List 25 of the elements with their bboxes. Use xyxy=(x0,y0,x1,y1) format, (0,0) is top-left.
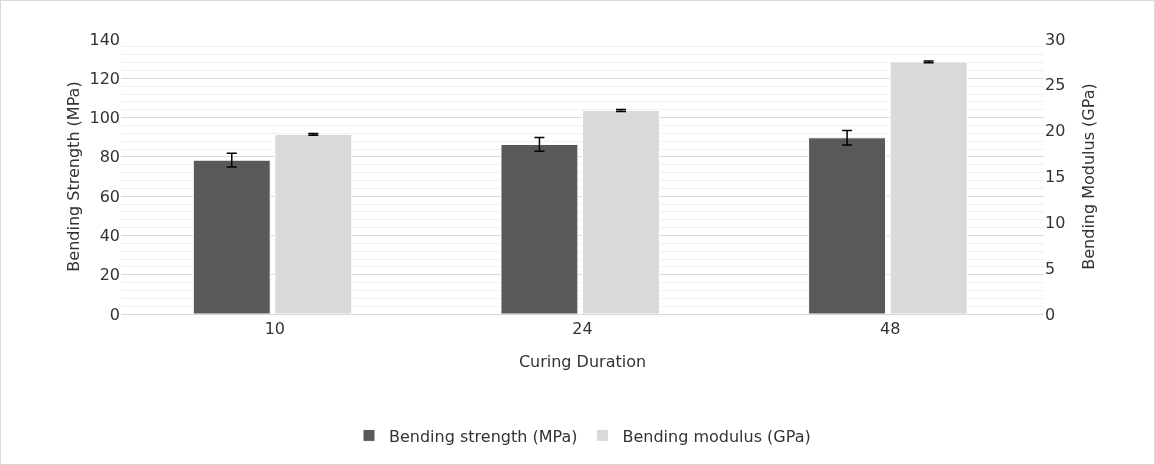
y-tick-label: 100 xyxy=(89,108,120,128)
x-tick-label: 48 xyxy=(879,319,901,339)
bar xyxy=(500,143,579,314)
y-axis-title: Bending Strength (MPa) xyxy=(64,81,83,272)
y2-tick-label: 10 xyxy=(1045,212,1066,232)
y2-tick-label: 0 xyxy=(1045,304,1056,324)
bar xyxy=(192,159,271,314)
x-tick-label: 10 xyxy=(264,319,286,339)
x-axis-title: Curing Duration xyxy=(518,351,647,371)
legend-label: Bending modulus (GPa) xyxy=(622,426,811,446)
y-tick-label: 140 xyxy=(89,29,120,49)
y-tick-label: 80 xyxy=(99,147,120,167)
x-tick-label: 24 xyxy=(572,319,593,339)
y2-tick-label: 5 xyxy=(1045,258,1056,278)
y2-axis-title: Bending Modulus (GPa) xyxy=(1079,83,1098,270)
y-tick-label: 120 xyxy=(89,68,120,88)
y-tick-label: 40 xyxy=(99,226,120,246)
y-tick-label: 60 xyxy=(99,186,120,206)
y-tick-label: 0 xyxy=(109,304,120,324)
y2-tick-label: 30 xyxy=(1045,29,1066,49)
y2-tick-label: 25 xyxy=(1045,75,1066,95)
y2-tick-label: 15 xyxy=(1045,167,1066,187)
y-tick-label: 20 xyxy=(99,265,120,285)
legend-label: Bending strength (MPa) xyxy=(389,426,578,446)
y2-tick-label: 20 xyxy=(1045,121,1066,141)
